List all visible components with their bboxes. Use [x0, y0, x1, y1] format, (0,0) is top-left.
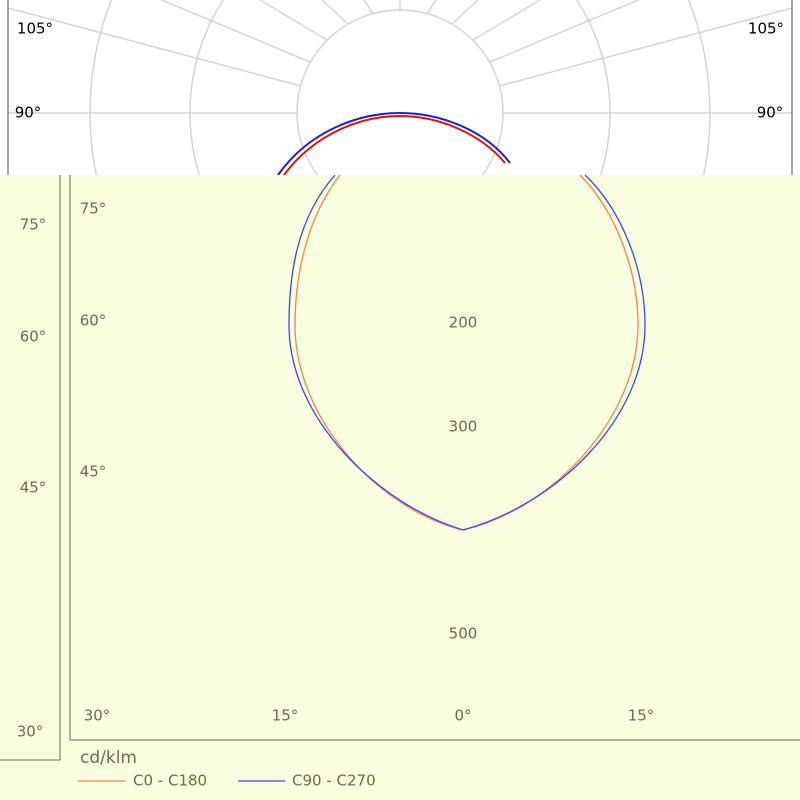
ring-label: 200 [449, 314, 478, 332]
panel-background [0, 175, 800, 800]
angle-label: 15° [272, 707, 299, 725]
angle-label: 30° [84, 707, 111, 725]
angle-label: 75° [80, 200, 107, 218]
angle-label: 90° [757, 104, 784, 122]
unit-label: cd/klm [80, 748, 137, 768]
frame [0, 175, 61, 761]
angle-label: 45° [80, 463, 107, 481]
frame [69, 175, 800, 741]
angle-label: 0° [454, 707, 471, 725]
angle-label: 105° [748, 20, 784, 38]
angle-label: 105° [17, 20, 53, 38]
angle-label: 45° [20, 479, 47, 497]
angle-label: 75° [20, 216, 47, 234]
legend-label: C90 - C270 [292, 772, 376, 790]
angle-label: 60° [20, 328, 47, 346]
bottom-panel: 75° 60° 45° 30° 75° 60° 45° 30° 15° 0° 1… [0, 174, 800, 800]
ring-label: 500 [449, 625, 478, 643]
angle-label: 30° [17, 723, 44, 741]
curve-c90 [288, 174, 646, 531]
ring-label: 300 [449, 418, 478, 436]
angle-label: 90° [15, 104, 42, 122]
curve-c0 [283, 114, 506, 176]
legend-label: C0 - C180 [133, 772, 207, 790]
curve-c90 [277, 111, 511, 176]
angle-label: 15° [628, 707, 655, 725]
angle-label: 60° [80, 312, 107, 330]
